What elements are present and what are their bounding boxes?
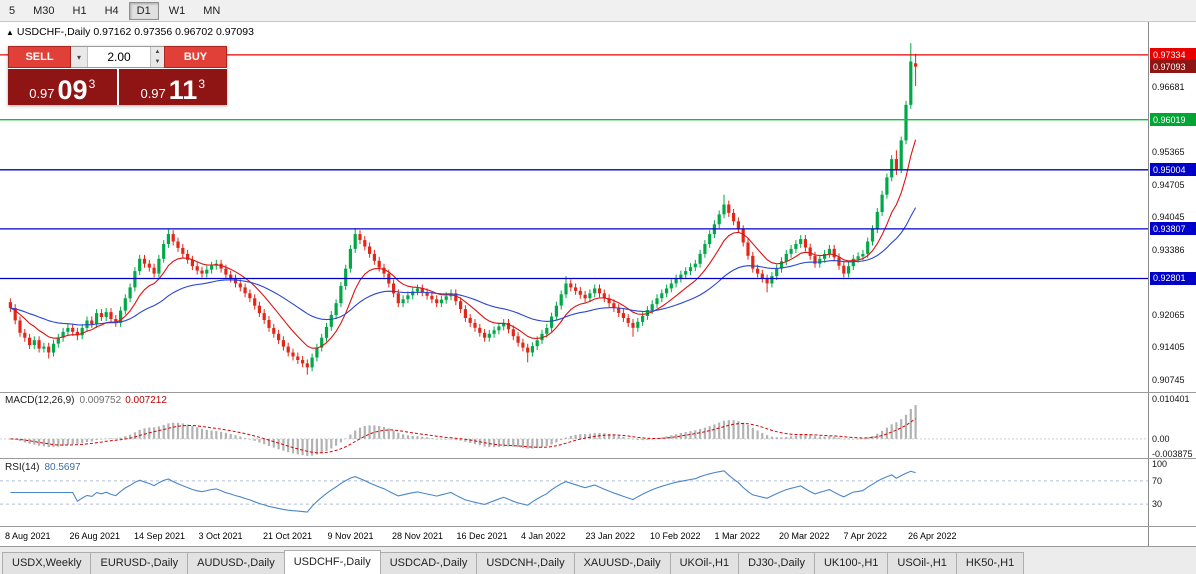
price-axis[interactable]: 0.96681 0.95365 0.94705 0.94045 0.93386 0.920… bbox=[1148, 22, 1196, 546]
buy-button[interactable]: BUY bbox=[164, 46, 227, 68]
rsi-label: RSI(14) 80.5697 bbox=[5, 462, 81, 473]
buy-price-big-digits: 11 bbox=[168, 75, 198, 106]
rsi-axis-label: 70 bbox=[1152, 475, 1163, 486]
macd-signal-value: 0.007212 bbox=[125, 395, 167, 406]
price-axis-label: 0.92065 bbox=[1152, 309, 1185, 320]
volume-dropdown-icon[interactable]: ▾ bbox=[71, 47, 88, 67]
chart-ohlc-values: 0.97162 0.97356 0.96702 0.97093 bbox=[93, 26, 254, 38]
timeframe-button-5[interactable]: 5 bbox=[9, 4, 16, 17]
chart-region: ▲ USDCHF-,Daily 0.97162 0.97356 0.96702 0… bbox=[0, 22, 1196, 546]
one-click-trade-panel: SELL ▾ 2.00 ▲ ▼ BUY 0.97 09 3 0.97 11 3 bbox=[8, 46, 227, 105]
rsi-pane-separator[interactable] bbox=[0, 458, 1196, 459]
price-axis-label: 0.94045 bbox=[1152, 212, 1185, 223]
price-axis-label: 0.94705 bbox=[1152, 179, 1185, 190]
macd-pane-separator[interactable] bbox=[0, 392, 1196, 393]
buy-price-pipette: 3 bbox=[198, 77, 206, 91]
macd-axis-label: -0.003875 bbox=[1152, 448, 1193, 459]
sell-price-pipette: 3 bbox=[88, 77, 96, 91]
chart-tab-audusd-daily[interactable]: AUDUSD-,Daily bbox=[187, 552, 285, 574]
price-axis-tag: 0.93807 bbox=[1150, 222, 1196, 236]
macd-axis-label: 0.00 bbox=[1152, 433, 1170, 444]
spinner-up-icon[interactable]: ▲ bbox=[154, 49, 161, 55]
sell-price-big-digits: 09 bbox=[57, 75, 88, 106]
rsi-name: RSI(14) bbox=[5, 462, 40, 473]
date-label: 3 Oct 2021 bbox=[198, 531, 243, 541]
timeframe-button-w1[interactable]: W1 bbox=[168, 4, 186, 17]
macd-axis-label: 0.010401 bbox=[1152, 394, 1190, 405]
date-label: 10 Feb 2022 bbox=[650, 531, 701, 541]
date-label: 8 Aug 2021 bbox=[5, 531, 51, 541]
date-label: 26 Apr 2022 bbox=[908, 531, 957, 541]
timeframe-button-h4[interactable]: H4 bbox=[104, 4, 119, 17]
timeframe-button-d1[interactable]: D1 bbox=[128, 1, 159, 20]
price-axis-label: 0.96681 bbox=[1152, 82, 1185, 93]
chart-tab-ukoil-h1[interactable]: UKOil-,H1 bbox=[669, 552, 740, 574]
volume-control: ▾ 2.00 ▲ ▼ bbox=[71, 46, 164, 68]
chart-tab-usdcad-daily[interactable]: USDCAD-,Daily bbox=[379, 552, 478, 574]
price-axis-tag: 0.96019 bbox=[1150, 113, 1196, 127]
date-label: 1 Mar 2022 bbox=[714, 531, 761, 541]
rsi-axis-label: 100 bbox=[1152, 458, 1168, 469]
buy-price-display[interactable]: 0.97 11 3 bbox=[118, 69, 227, 106]
chart-symbol-label: USDCHF-,Daily bbox=[16, 26, 91, 38]
macd-main-value: 0.009752 bbox=[79, 395, 122, 406]
price-axis-tag: 0.95004 bbox=[1150, 163, 1196, 177]
sell-price-prefix: 0.97 bbox=[29, 85, 55, 101]
rsi-indicator-pane[interactable] bbox=[0, 459, 1148, 526]
rsi-axis-label: 30 bbox=[1152, 499, 1163, 510]
chart-tab-usdx-weekly[interactable]: USDX,Weekly bbox=[2, 552, 92, 574]
candlestick-chart[interactable] bbox=[0, 22, 1148, 392]
chart-tab-hk50-h1[interactable]: HK50-,H1 bbox=[955, 552, 1025, 574]
date-label: 14 Sep 2021 bbox=[134, 531, 186, 541]
chart-title: ▲ USDCHF-,Daily 0.97162 0.97356 0.96702 0… bbox=[6, 26, 254, 38]
volume-spinner[interactable]: ▲ ▼ bbox=[150, 47, 164, 67]
macd-indicator-pane[interactable] bbox=[0, 393, 1148, 458]
date-label: 7 Apr 2022 bbox=[843, 531, 888, 541]
price-axis-tag: 0.97093 bbox=[1150, 60, 1196, 74]
buy-price-prefix: 0.97 bbox=[140, 85, 166, 101]
sell-button[interactable]: SELL bbox=[8, 46, 71, 68]
chart-tab-dj30-daily[interactable]: DJ30-,Daily bbox=[738, 552, 815, 574]
sell-price-display[interactable]: 0.97 09 3 bbox=[8, 69, 117, 105]
macd-name: MACD(12,26,9) bbox=[5, 395, 75, 406]
collapse-arrow-icon[interactable]: ▲ bbox=[6, 28, 14, 37]
price-axis-label: 0.93386 bbox=[1152, 244, 1185, 255]
price-axis-label: 0.91405 bbox=[1152, 342, 1185, 353]
volume-value[interactable]: 2.00 bbox=[107, 50, 131, 64]
chart-tab-usoil-h1[interactable]: USOil-,H1 bbox=[887, 552, 957, 574]
date-label: 26 Aug 2021 bbox=[69, 531, 121, 541]
date-label: 21 Oct 2021 bbox=[263, 531, 313, 541]
date-label: 28 Nov 2021 bbox=[392, 531, 444, 541]
date-label: 9 Nov 2021 bbox=[327, 531, 374, 541]
timeframe-button-h1[interactable]: H1 bbox=[72, 4, 87, 17]
timeframe-toolbar: 5 M30 H1 H4 D1 W1 MN bbox=[0, 0, 1196, 22]
date-label: 20 Mar 2022 bbox=[779, 531, 830, 541]
price-axis-tag: 0.97334 bbox=[1150, 48, 1196, 62]
date-label: 23 Jan 2022 bbox=[585, 531, 636, 541]
timeframe-button-mn[interactable]: MN bbox=[203, 4, 221, 17]
time-axis[interactable]: 8 Aug 2021 26 Aug 2021 14 Sep 2021 3 Oct 20… bbox=[0, 526, 1148, 546]
price-axis-tag: 0.92801 bbox=[1150, 271, 1196, 285]
price-axis-label: 0.90745 bbox=[1152, 374, 1185, 385]
spinner-down-icon[interactable]: ▼ bbox=[154, 59, 161, 65]
timeframe-button-m30[interactable]: M30 bbox=[33, 4, 55, 17]
macd-label: MACD(12,26,9) 0.009752 0.007212 bbox=[5, 395, 167, 406]
chart-tabs-bar: USDX,Weekly EURUSD-,Daily AUDUSD-,Daily USD… bbox=[0, 546, 1196, 574]
chart-tab-usdchf-daily[interactable]: USDCHF-,Daily bbox=[283, 550, 381, 574]
date-label: 4 Jan 2022 bbox=[521, 531, 566, 541]
time-axis-separator bbox=[0, 526, 1196, 527]
chart-tab-uk100-h1[interactable]: UK100-,H1 bbox=[813, 552, 889, 574]
date-label: 16 Dec 2021 bbox=[456, 531, 508, 541]
chart-tab-eurusd-daily[interactable]: EURUSD-,Daily bbox=[90, 552, 189, 574]
price-axis-label: 0.95365 bbox=[1152, 146, 1185, 157]
chart-tab-xauusd-daily[interactable]: XAUUSD-,Daily bbox=[573, 552, 671, 574]
chart-tab-usdcnh-daily[interactable]: USDCNH-,Daily bbox=[476, 552, 575, 574]
rsi-value: 80.5697 bbox=[44, 462, 81, 473]
